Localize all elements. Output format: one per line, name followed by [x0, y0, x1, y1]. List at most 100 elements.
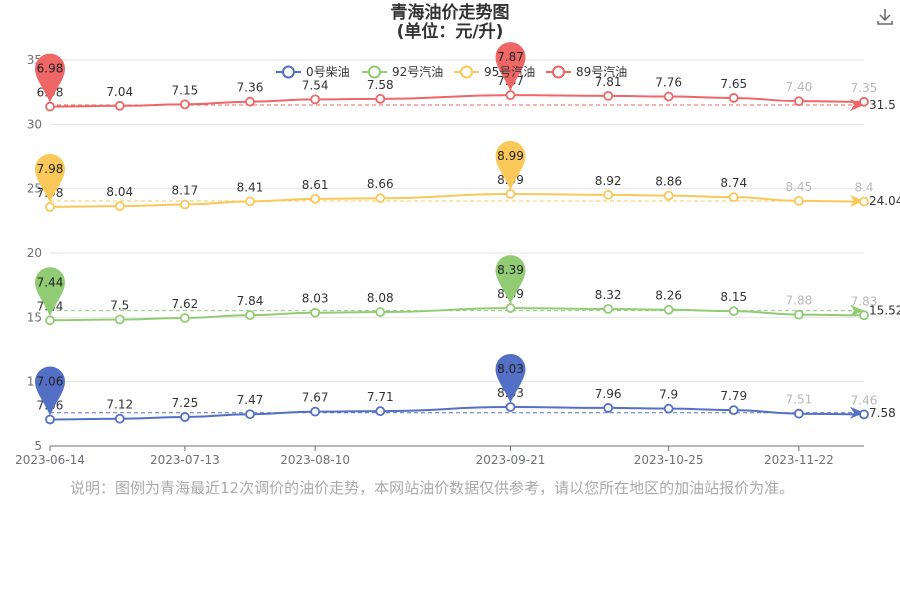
data-point [603, 403, 614, 413]
download-button[interactable] [874, 6, 896, 28]
data-point [310, 307, 321, 318]
data-point [45, 202, 55, 212]
data-point [728, 192, 739, 203]
data-point [245, 196, 255, 207]
marker-pins: 8.03 7.06 8.39 7.44 8.99 7.98 7.87 6.98 [35, 42, 526, 416]
marker-pin-label: 8.39 [497, 263, 524, 277]
data-label: 7.96 [595, 387, 622, 401]
data-label: 8.15 [720, 290, 747, 304]
x-tick-label: 2023-08-10 [280, 453, 350, 467]
x-tick-label: 2023-10-25 [634, 453, 704, 467]
x-tick-label: 2023-07-13 [150, 453, 220, 467]
data-label: 8.92 [595, 174, 622, 188]
average-label: 15.52 [869, 304, 900, 318]
legend-marker [460, 65, 473, 79]
data-label: 7.83 [851, 294, 878, 308]
data-point [45, 315, 55, 326]
data-point [728, 405, 739, 416]
data-point [859, 409, 869, 420]
data-point [793, 309, 804, 320]
data-label: 7.40 [786, 80, 813, 94]
marker-pin-label: 7.98 [37, 162, 64, 176]
average-arrow [850, 304, 864, 317]
legend-marker [552, 65, 565, 79]
data-label: 8.61 [302, 178, 329, 192]
average-label: 31.5 [869, 98, 896, 112]
data-point [603, 189, 614, 200]
data-point [375, 193, 386, 204]
data-label: 7.76 [655, 76, 682, 90]
series-group [45, 90, 869, 425]
data-point [310, 406, 321, 417]
data-point [859, 196, 869, 207]
data-label: 8.45 [786, 180, 813, 194]
marker-pin [495, 42, 526, 92]
data-point [114, 413, 125, 424]
data-label: 8.4 [854, 181, 873, 195]
data-point [728, 306, 739, 317]
data-point [793, 408, 804, 419]
y-tick-label: 5 [34, 439, 42, 453]
data-point [728, 93, 739, 103]
data-point [859, 310, 869, 321]
data-label: 7.35 [851, 81, 878, 95]
legend: 0号柴油 92号汽油 95号汽油 89号汽油 [276, 64, 627, 79]
data-label: 7.62 [172, 297, 199, 311]
data-point [245, 96, 255, 107]
y-tick-label: 30 [27, 117, 42, 131]
average-label: 24.04 [869, 194, 900, 208]
y-tick-label: 20 [27, 246, 42, 260]
data-label: 7.58 [367, 78, 394, 92]
marker-pin-label: 7.06 [37, 374, 64, 388]
data-point [505, 303, 516, 313]
data-label: 8.74 [720, 176, 747, 190]
y-tick-label: 25 [27, 182, 42, 196]
data-point [375, 406, 386, 417]
data-point [663, 91, 674, 102]
data-label: 7.81 [595, 75, 622, 89]
data-point [505, 189, 516, 199]
footnote: 说明：图例为青海最近12次调价的油价走势，本网站油价数据仅供参考，请以您所在地区… [70, 479, 795, 497]
data-point [663, 304, 674, 315]
data-label: 7.88 [786, 294, 813, 308]
legend-marker [282, 65, 295, 79]
y-tick-label: 15 [27, 310, 42, 324]
data-point [603, 304, 614, 314]
legend-marker [368, 65, 381, 79]
data-point [114, 100, 125, 111]
average-label: 7.58 [869, 406, 896, 420]
data-label: 7.47 [237, 393, 264, 407]
data-point [603, 90, 614, 101]
data-label: 7.71 [367, 390, 394, 404]
grid-lines [50, 59, 864, 447]
data-point [310, 94, 321, 105]
x-tick-label: 2023-09-21 [476, 453, 546, 467]
data-point [179, 99, 190, 110]
data-label: 7.12 [106, 398, 133, 412]
marker-pin-label: 7.87 [497, 50, 524, 64]
marker-pin [35, 53, 65, 103]
legend-label: 0号柴油 [306, 65, 350, 79]
data-point [310, 193, 321, 204]
data-point [663, 190, 674, 201]
data-point [505, 90, 516, 101]
data-label: 8.32 [595, 288, 622, 302]
x-tick-label: 2023-11-22 [764, 453, 834, 467]
data-label: 7.5 [110, 299, 129, 313]
marker-pin [35, 267, 65, 317]
marker-pin-label: 7.44 [37, 275, 64, 289]
data-label: 7.51 [786, 393, 813, 407]
data-label: 7.04 [106, 85, 133, 99]
marker-pin [495, 140, 526, 190]
data-point [45, 414, 55, 425]
chart-title-line1: 青海油价走势图 [390, 3, 510, 23]
marker-pin-label: 8.03 [497, 362, 524, 376]
x-tick-label: 2023-06-14 [15, 453, 85, 467]
data-label: 7.15 [172, 83, 199, 97]
marker-pin [495, 255, 526, 305]
data-label: 7.67 [302, 391, 329, 405]
data-point [179, 199, 190, 210]
chart-title-line2: (单位：元/升) [396, 22, 504, 42]
